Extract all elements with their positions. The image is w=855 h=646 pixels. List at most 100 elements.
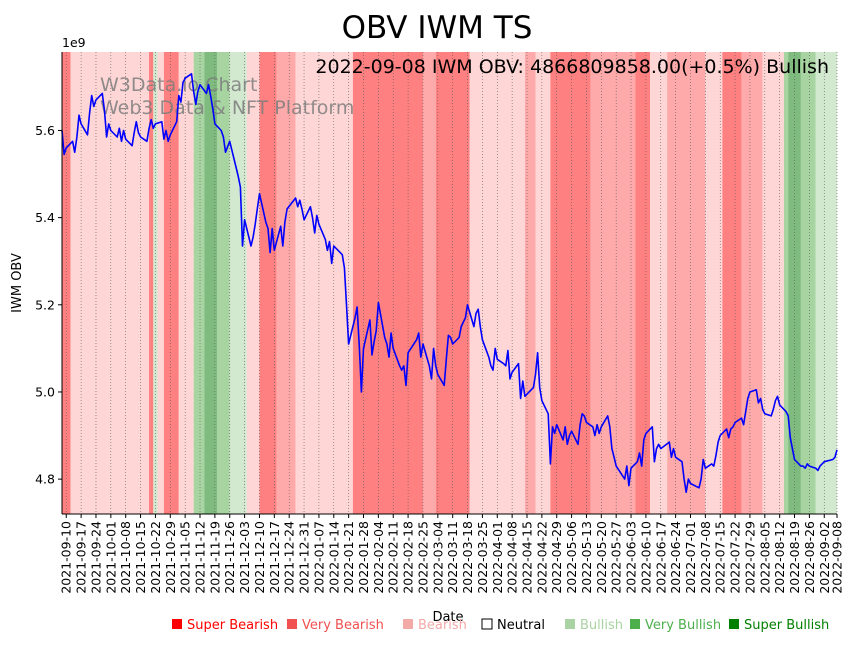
y-tick-label: 5.4 [35,210,55,225]
signal-band-bearish [157,52,164,514]
legend-label: Neutral [497,618,545,633]
watermark-line-2: Web3 Data & NFT Platform [100,97,354,119]
x-tick-label: 2022-02-18 [401,521,416,594]
x-tick-label: 2022-07-15 [713,521,728,594]
x-tick-label: 2022-06-24 [668,521,683,594]
x-tick-label: 2021-10-01 [103,521,118,594]
x-tick-label: 2021-09-17 [74,521,89,594]
x-tick-label: 2022-04-22 [534,521,549,594]
x-tick-label: 2022-03-11 [445,521,460,594]
signal-band-super-bearish [163,52,179,514]
x-tick-label: 2021-12-03 [237,521,252,594]
y-tick-label: 4.8 [35,472,55,487]
x-tick-label: 2022-03-25 [475,521,490,594]
signal-band-bearish [295,52,353,514]
x-tick-label: 2022-05-27 [609,521,624,594]
x-tick-label: 2022-04-29 [549,521,564,594]
x-tick-label: 2022-02-04 [371,521,386,594]
signal-band-bullish [815,52,837,514]
x-tick-label: 2022-04-01 [490,521,505,594]
signal-band-super-bearish [149,52,154,514]
signal-band-very-bearish [741,52,763,514]
watermark-line-1: W3Data.io Chart [100,74,257,96]
x-tick-label: 2021-09-24 [89,521,104,594]
legend-marker [481,618,493,630]
signal-bands [62,52,837,514]
legend-label: Bearish [418,618,467,633]
signal-band-super-bearish [352,52,423,514]
x-tick-label: 2022-01-14 [326,521,341,594]
x-tick-label: 2022-09-08 [830,521,845,594]
signal-band-bearish [70,52,150,514]
x-tick-label: 2021-10-22 [148,521,163,594]
x-tick-label: 2022-07-22 [728,521,743,594]
legend-marker [172,619,182,629]
legend-entry-bearish: Bearish [403,618,467,633]
x-tick-label: 2022-01-28 [356,521,371,594]
y-tick-label: 5.6 [35,123,55,138]
legend-marker [729,619,739,629]
x-tick-label: 2022-02-11 [386,521,401,594]
legend-label: Bullish [580,618,623,633]
signal-band-bearish [178,52,194,514]
x-axis-ticks: 2021-09-10 2021-09-17 2021-09-24 2021-10-01… [59,514,845,594]
signal-band-super-bearish [550,52,591,514]
axes-spines [61,52,837,515]
legend-entry-bullish: Bullish [565,618,623,633]
x-tick-label: 2022-08-26 [802,521,817,594]
x-tick-label: 2021-11-19 [207,521,222,594]
x-tick-label: 2022-05-06 [564,521,579,594]
y-axis-label: IWM OBV [10,253,25,313]
x-tick-label: 2021-12-17 [267,521,282,594]
signal-band-super-bearish [722,52,742,514]
date-gridlines [65,52,838,514]
legend-label: Very Bearish [302,618,384,633]
legend-entry-very-bullish: Very Bullish [630,618,721,633]
x-tick-label: 2022-01-07 [311,521,326,594]
legend-entry-super-bullish: Super Bullish [729,618,829,633]
x-tick-label: 2021-09-10 [59,521,74,594]
x-tick-label: 2021-10-15 [133,521,148,594]
legend-marker [630,619,640,629]
x-tick-label: 2022-03-04 [430,521,445,594]
x-tick-label: 2022-06-03 [624,521,639,594]
signal-band-very-bullish [783,52,789,514]
signal-band-bearish [650,52,668,514]
signal-band-bullish [229,52,247,514]
signal-band-very-bearish [422,52,436,514]
chart-title: OBV IWM TS [342,10,533,46]
signal-band-very-bearish [667,52,706,514]
x-tick-label: 2022-08-05 [757,521,772,594]
x-tick-label: 2021-11-26 [222,521,237,594]
y-axis-ticks: 4.8 5.0 5.2 5.4 5.6 [35,123,62,487]
signal-band-bearish [535,52,551,514]
legend: Super Bearish Very Bearish Bearish Neutral B… [172,618,829,633]
x-tick-label: 2021-11-12 [193,521,208,594]
x-tick-label: 2021-12-24 [282,521,297,594]
signal-band-super-bearish [259,52,277,514]
x-tick-label: 2021-12-31 [297,521,312,594]
signal-band-very-bullish [193,52,205,514]
legend-marker [287,619,297,629]
x-tick-label: 2022-04-08 [505,521,520,594]
x-tick-label: 2022-08-12 [772,521,787,594]
x-tick-label: 2022-05-20 [594,521,609,594]
signal-band-super-bearish [635,52,651,514]
x-tick-label: 2022-09-02 [817,521,832,594]
chart-subtitle: 2022-09-08 IWM OBV: 4866809858.00(+0.5%)… [315,56,829,78]
y-tick-label: 5.0 [35,384,55,399]
legend-label: Super Bearish [187,618,278,633]
legend-label: Super Bullish [744,618,829,633]
x-tick-label: 2021-10-08 [118,521,133,594]
signal-band-bearish [705,52,723,514]
x-axis-label: Date [432,610,463,625]
x-tick-label: 2021-11-05 [178,521,193,594]
x-tick-label: 2022-07-08 [698,521,713,594]
legend-marker [403,619,413,629]
signal-band-very-bearish [276,52,296,514]
signal-band-very-bullish [217,52,230,514]
x-tick-label: 2022-05-13 [579,521,594,594]
signal-band-very-bearish [524,52,536,514]
x-tick-label: 2022-04-15 [520,521,535,594]
